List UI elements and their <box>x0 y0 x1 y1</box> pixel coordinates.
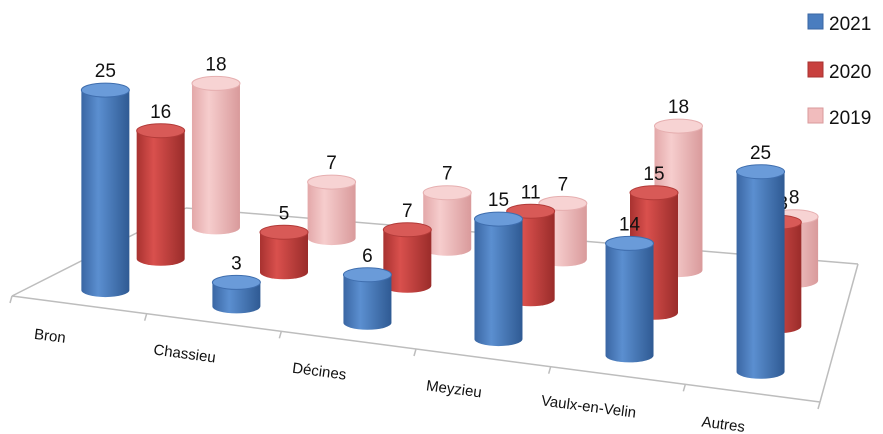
bar-2021-bron: 25 <box>80 61 130 298</box>
bar-2020-chassieu: 5 <box>259 203 309 280</box>
data-label: 11 <box>521 182 541 203</box>
data-label: 8 <box>789 188 800 209</box>
bar-top <box>259 224 309 240</box>
category-label: Chassieu <box>152 342 216 367</box>
data-label: 18 <box>668 97 689 118</box>
bar-body <box>343 274 392 330</box>
x-tick <box>413 348 417 357</box>
bar-2020-d-cines: 7 <box>382 201 432 293</box>
data-label: 14 <box>619 214 641 235</box>
bar-2021-vaulx-en-velin: 14 <box>605 214 655 363</box>
data-label: 15 <box>488 190 509 211</box>
bar-top <box>605 235 655 251</box>
x-tick <box>9 295 13 304</box>
bar-2021-chassieu: 3 <box>211 253 261 314</box>
data-label: 7 <box>558 174 569 195</box>
data-label: 25 <box>750 143 771 164</box>
bar-top <box>80 82 130 98</box>
bar-2021-autres: 25 <box>736 143 786 379</box>
bar-2019-bron: 18 <box>191 54 241 235</box>
legend-swatch-2020 <box>807 61 824 78</box>
bar-top <box>629 185 679 201</box>
category-label: Décines <box>291 360 347 384</box>
bar-top <box>382 222 432 238</box>
bar-top <box>473 211 523 227</box>
bar-body <box>136 130 185 266</box>
data-label: 18 <box>205 54 226 75</box>
legend: 2021 2020 2019 <box>807 13 871 129</box>
data-label: 5 <box>279 203 290 224</box>
data-label: 7 <box>442 164 453 185</box>
legend-swatch-2019 <box>807 107 824 124</box>
data-label: 16 <box>150 102 171 123</box>
data-label: 15 <box>643 164 664 185</box>
bar-top <box>653 118 703 134</box>
x-tick <box>278 331 283 339</box>
data-label: 6 <box>362 246 373 267</box>
x-tick <box>547 366 552 374</box>
bar-top <box>736 164 786 180</box>
bar-2019-d-cines: 7 <box>422 164 472 256</box>
category-label: Meyzieu <box>425 377 483 401</box>
bar-body <box>736 171 785 379</box>
data-label: 25 <box>95 61 116 82</box>
x-tick <box>682 384 687 392</box>
bar-body <box>605 243 654 363</box>
bar-2019-chassieu: 7 <box>307 153 357 246</box>
category-label: Bron <box>33 326 67 347</box>
bar-body <box>383 229 432 293</box>
x-tick <box>143 313 148 321</box>
bar-body <box>260 232 308 280</box>
legend-label-2019: 2019 <box>829 108 871 129</box>
data-label: 3 <box>231 253 242 274</box>
bar-body <box>307 182 356 246</box>
bar-body <box>81 90 130 298</box>
data-label: 7 <box>402 201 413 222</box>
floor-right-edge <box>819 263 859 403</box>
bar-2021-meyzieu: 15 <box>473 190 523 347</box>
bar-top <box>136 123 186 139</box>
bar-body <box>191 83 240 235</box>
legend-swatch-2021 <box>807 13 824 30</box>
legend-label-2020: 2020 <box>829 62 871 83</box>
bar-top <box>211 274 261 290</box>
bar-body <box>474 219 523 347</box>
legend-label-2021: 2021 <box>829 14 871 35</box>
bar-2021-d-cines: 6 <box>342 246 392 330</box>
bar-body <box>423 192 472 256</box>
category-label: Vaulx-en-Velin <box>540 392 637 421</box>
bar-top <box>191 75 241 91</box>
bar-2020-bron: 16 <box>136 102 186 266</box>
x-tick <box>817 401 821 410</box>
x-axis-ticks <box>9 295 821 410</box>
data-label: 7 <box>326 153 337 174</box>
bar-top <box>422 185 472 201</box>
bar-body <box>212 282 261 314</box>
category-label: Autres <box>701 413 746 434</box>
bar-top <box>342 267 392 283</box>
bars: 1877167185872511315613151425 <box>80 54 819 379</box>
bar-top <box>307 174 357 190</box>
